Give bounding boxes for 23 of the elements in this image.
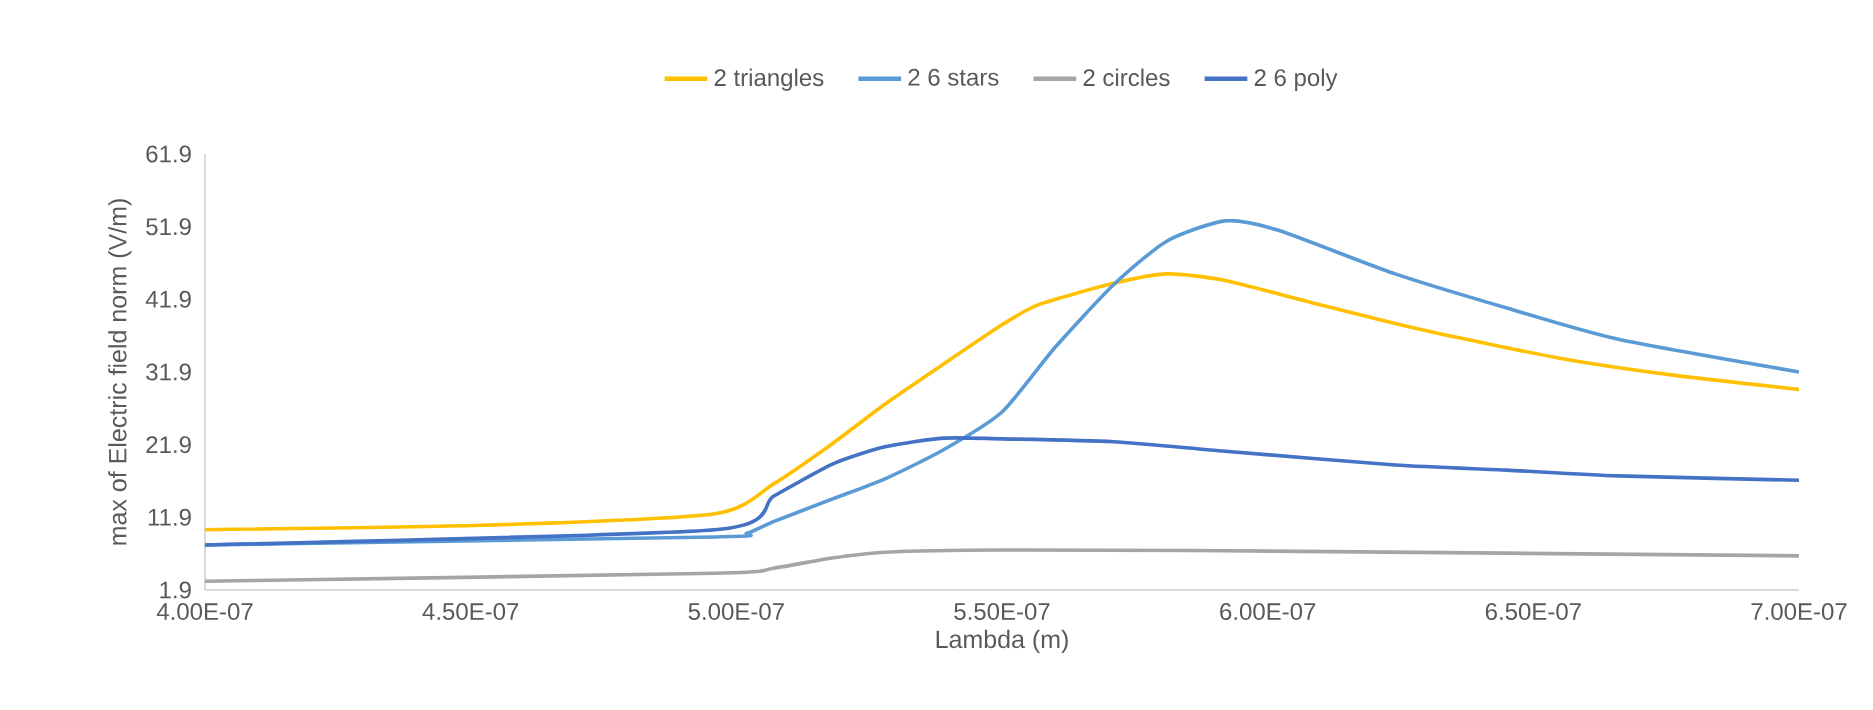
- x-tick-label: 4.00E-07: [156, 603, 253, 621]
- legend-label: 2 triangles: [714, 68, 824, 91]
- y-tick-label: 51.9: [146, 218, 191, 236]
- y-tick-label: 41.9: [145, 290, 191, 308]
- y-tick-label: 61.9: [146, 145, 191, 163]
- y-tick-label: 11.9: [148, 508, 191, 526]
- x-tick-label: 5.00E-07: [688, 603, 784, 621]
- x-tick-label: 7.00E-07: [1751, 603, 1847, 621]
- x-tick-label: 6.00E-07: [1220, 603, 1316, 621]
- line-series: [205, 272, 1800, 532]
- y-tick-label: 31.9: [146, 363, 191, 381]
- legend-label: 2 6 stars: [908, 68, 999, 86]
- line-series: [205, 548, 1800, 584]
- line-series: [205, 436, 1800, 547]
- legend-label: 2 6 poly: [1254, 68, 1338, 91]
- x-tick-label: 4.50E-07: [422, 603, 519, 621]
- y-axis-title: max of Electric field norm (V/m): [108, 199, 132, 545]
- y-tick-label: 1.9: [160, 581, 191, 599]
- x-axis-title: Lambda (m): [936, 629, 1068, 654]
- y-tick-label: 21.9: [146, 436, 191, 454]
- x-tick-label: 6.50E-07: [1485, 603, 1581, 621]
- legend-label: 2 circles: [1083, 68, 1170, 87]
- x-tick-label: 5.50E-07: [954, 603, 1050, 621]
